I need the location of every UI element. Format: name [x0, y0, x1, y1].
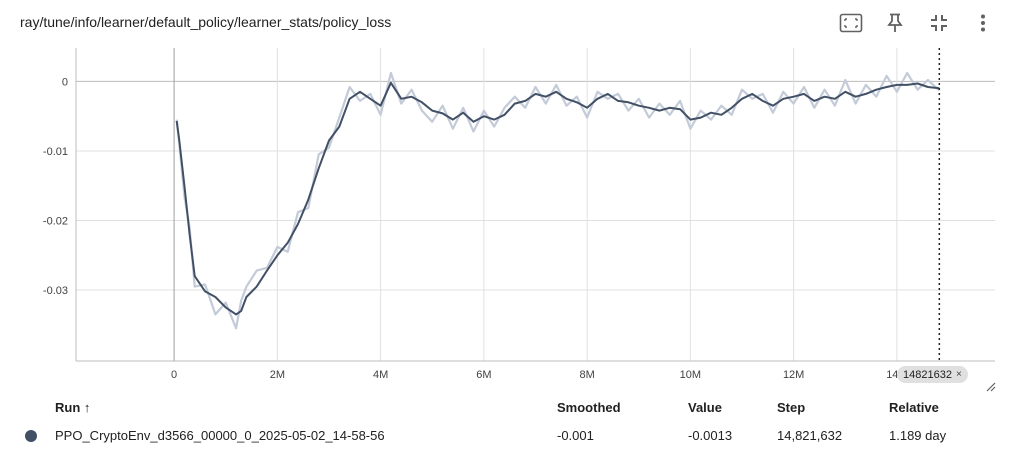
chart-axes: 0-0.01-0.02-0.0302M4M6M8M10M12M14M	[43, 48, 995, 381]
column-header-step[interactable]: Step	[777, 400, 806, 415]
run-value: -0.0013	[688, 428, 733, 443]
run-name: PPO_CryptoEnv_d3566_00000_0_2025-05-02_1…	[55, 428, 385, 443]
column-header-run[interactable]: Run ↑	[55, 400, 91, 415]
run-step: 14,821,632	[777, 428, 843, 443]
y-tick-label: -0.03	[43, 285, 68, 297]
x-tick-label: 8M	[579, 369, 594, 381]
x-tick-label: 4M	[373, 369, 388, 381]
fullscreen-button[interactable]	[832, 10, 870, 36]
y-tick-label: -0.01	[43, 146, 68, 158]
fit-domain-button[interactable]	[920, 10, 958, 36]
fit-domain-icon	[931, 15, 947, 31]
y-tick-label: -0.02	[43, 215, 68, 227]
close-icon[interactable]: ×	[955, 369, 962, 380]
pin-icon	[887, 13, 903, 32]
chart-grid	[76, 48, 995, 361]
x-tick-label: 0	[171, 369, 177, 381]
resize-handle-icon[interactable]	[984, 380, 996, 392]
x-tick-label: 2M	[270, 369, 285, 381]
column-header-smoothed[interactable]: Smoothed	[557, 400, 621, 415]
card-toolbar	[832, 10, 1002, 36]
line-chart[interactable]: 0-0.01-0.02-0.0302M4M6M8M10M12M14M	[0, 44, 1016, 394]
smoothed-series-line	[175, 81, 940, 316]
x-tick-label: 12M	[783, 369, 804, 381]
y-tick-label: 0	[62, 76, 68, 88]
step-cursor-label: 14821632	[903, 368, 952, 381]
column-header-relative[interactable]: Relative	[889, 400, 939, 415]
more-options-button[interactable]	[964, 10, 1002, 36]
x-tick-label: 10M	[680, 369, 701, 381]
step-cursor-flag[interactable]: 14821632 ×	[897, 366, 968, 383]
column-header-value[interactable]: Value	[688, 400, 722, 415]
x-tick-label: 6M	[476, 369, 491, 381]
run-smoothed-value: -0.001	[557, 428, 594, 443]
run-color-swatch	[25, 430, 37, 442]
fullscreen-icon	[839, 13, 863, 33]
pin-button[interactable]	[876, 10, 914, 36]
card-header: ray/tune/info/learner/default_policy/lea…	[0, 0, 1016, 46]
card-title: ray/tune/info/learner/default_policy/lea…	[20, 14, 392, 30]
chart-series	[175, 71, 941, 330]
run-relative-time: 1.189 day	[889, 428, 947, 443]
more-vert-icon	[981, 14, 985, 32]
